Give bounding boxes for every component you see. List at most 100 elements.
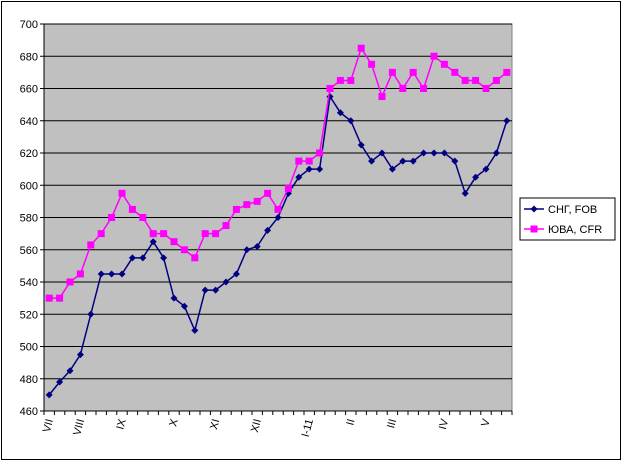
point <box>180 246 188 254</box>
point <box>461 76 469 84</box>
point <box>347 76 355 84</box>
x-tick-label: VIII <box>71 418 87 437</box>
point <box>66 278 74 286</box>
point <box>243 246 251 254</box>
point <box>451 157 459 165</box>
point <box>305 157 313 165</box>
point <box>378 93 386 101</box>
point <box>368 157 376 165</box>
point <box>440 60 448 68</box>
y-tick-label: 480 <box>20 374 38 386</box>
point <box>451 68 459 76</box>
point <box>97 230 105 238</box>
point <box>87 241 95 249</box>
point <box>492 76 500 84</box>
y-tick-label: 460 <box>20 406 38 418</box>
point <box>118 270 126 278</box>
legend-box <box>519 197 616 241</box>
y-tick-label: 660 <box>20 84 38 96</box>
point <box>97 270 105 278</box>
point <box>76 351 84 359</box>
point <box>492 149 500 157</box>
legend-label: СНГ, FOB <box>548 204 597 216</box>
point <box>160 254 168 262</box>
y-tick-label: 580 <box>20 213 38 225</box>
point <box>284 184 292 192</box>
point <box>357 44 365 52</box>
point <box>503 68 511 76</box>
point <box>253 197 261 205</box>
point <box>222 222 230 230</box>
point <box>118 189 126 197</box>
point <box>45 391 53 399</box>
point <box>201 286 209 294</box>
x-tick-label: III <box>385 418 399 430</box>
y-tick-label: 560 <box>20 245 38 257</box>
point <box>180 302 188 310</box>
point <box>430 149 438 157</box>
point <box>274 214 282 221</box>
point <box>139 254 147 262</box>
point <box>45 294 53 302</box>
point <box>128 254 136 262</box>
point <box>149 230 157 238</box>
point <box>399 157 407 165</box>
point <box>326 85 334 92</box>
point <box>232 205 240 213</box>
point <box>76 270 84 278</box>
x-tick-label: II <box>344 418 357 427</box>
x-tick-label: IX <box>114 417 128 431</box>
point <box>472 76 480 84</box>
point <box>253 243 261 251</box>
point <box>212 230 220 238</box>
point <box>482 85 490 92</box>
point <box>295 173 303 181</box>
x-tick-label: V <box>479 417 493 428</box>
x-tick-label: I-11 <box>300 418 316 439</box>
point <box>420 85 428 92</box>
y-tick-label: 600 <box>20 180 38 192</box>
point <box>87 310 95 318</box>
point <box>409 157 417 165</box>
point <box>56 378 64 386</box>
point <box>316 165 324 173</box>
point <box>399 85 407 92</box>
point <box>430 52 438 60</box>
point <box>305 165 313 173</box>
point <box>503 117 511 125</box>
point <box>66 367 74 375</box>
y-tick-label: 520 <box>20 309 38 321</box>
point <box>232 270 240 278</box>
point <box>191 326 199 334</box>
point <box>264 226 272 234</box>
point <box>420 149 428 157</box>
y-tick-label: 500 <box>20 342 38 354</box>
point <box>295 157 303 165</box>
legend-label: ЮВА, CFR <box>548 224 602 236</box>
point <box>388 165 396 173</box>
point <box>170 238 178 246</box>
point <box>139 214 147 221</box>
point <box>409 68 417 76</box>
x-tick-label: XI <box>208 418 222 431</box>
point <box>368 60 376 68</box>
x-tick-label: IV <box>437 417 451 431</box>
point <box>316 149 324 157</box>
legend-marker <box>530 225 538 233</box>
point <box>191 254 199 262</box>
point <box>357 141 365 149</box>
point <box>461 189 469 197</box>
point <box>482 165 490 173</box>
point <box>108 214 116 221</box>
point <box>160 230 168 238</box>
point <box>212 286 220 294</box>
y-tick-label: 620 <box>20 148 38 160</box>
point <box>347 117 355 125</box>
point <box>378 149 386 157</box>
point <box>222 278 230 286</box>
point <box>336 76 344 84</box>
y-tick-label: 700 <box>20 19 38 31</box>
point <box>472 173 480 181</box>
point <box>149 238 157 246</box>
point <box>264 189 272 197</box>
